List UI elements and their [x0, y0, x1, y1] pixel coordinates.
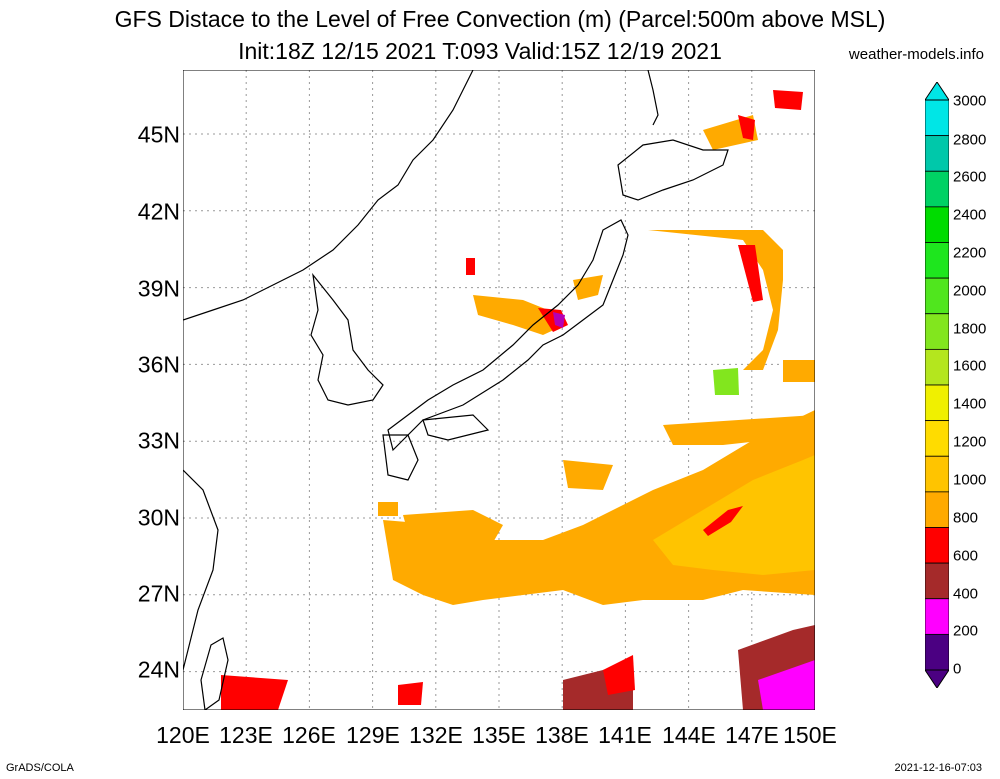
colorbar-swatch — [925, 313, 949, 350]
colorbar-label: 2200 — [953, 244, 987, 262]
coast-korea-peninsula — [310, 272, 384, 406]
footer-right: 2021-12-16-07:03 — [894, 762, 982, 774]
colorbar-swatch — [925, 135, 949, 172]
coast-korea-china — [183, 70, 474, 321]
field-green-patch — [713, 368, 739, 395]
x-tick-label: 120E — [156, 722, 210, 748]
colorbar-label: 3000 — [953, 92, 987, 110]
field-red-streak — [703, 506, 743, 536]
colorbar-swatch — [925, 598, 949, 635]
y-tick-label: 30N — [137, 504, 180, 531]
field-north-bits — [466, 258, 475, 275]
colorbar-label: 2000 — [953, 282, 987, 300]
field-japan-sea-magenta — [553, 312, 565, 328]
title-line2: Init:18Z 12/15 2021 T:093 Valid:15Z 12/1… — [238, 38, 722, 64]
x-tick-label: 126E — [282, 722, 336, 748]
x-tick-label: 144E — [662, 722, 716, 748]
field-japan-sea — [473, 295, 558, 335]
colorbar-swatch — [925, 99, 949, 137]
x-tick-label: 138E — [535, 722, 589, 748]
field-scatter-2 — [663, 415, 815, 445]
y-tick-label: 33N — [137, 427, 180, 454]
colorbar-swatch — [925, 491, 949, 528]
x-tick-label: 132E — [409, 722, 463, 748]
colorbar-swatch — [925, 633, 949, 671]
colorbar-swatch — [925, 562, 949, 600]
x-tick-label: 141E — [598, 722, 652, 748]
colorbar-top-arrow — [925, 82, 949, 101]
gridlines — [183, 70, 815, 710]
title-line1: GFS Distace to the Level of Free Convect… — [114, 6, 886, 32]
shaded-field — [221, 90, 815, 710]
field-s-red-bits — [398, 682, 423, 705]
colorbar-label: 400 — [953, 585, 979, 603]
y-tick-label: 24N — [137, 656, 180, 683]
colorbar-label: 2800 — [953, 131, 987, 149]
colorbar-swatch — [925, 420, 949, 457]
colorbar-swatch — [925, 206, 949, 243]
coast-honshu — [387, 219, 629, 452]
field-west-bit — [378, 502, 398, 516]
coast-shikoku — [422, 414, 490, 441]
y-tick-label: 36N — [137, 351, 180, 378]
coast-hokkaido — [617, 139, 729, 201]
y-tick-label: 45N — [137, 121, 180, 148]
colorbar-label: 1600 — [953, 357, 987, 375]
colorbar-swatch — [925, 170, 949, 208]
coast-kyushu — [382, 434, 419, 481]
coast-sakhalin — [647, 70, 659, 126]
colorbar-swatch — [925, 455, 949, 493]
colorbar-bottom-arrow — [925, 669, 949, 688]
x-tick-label: 123E — [219, 722, 273, 748]
x-tick-label: 147E — [725, 722, 779, 748]
colorbar-swatch — [925, 277, 949, 315]
field-south-red-1 — [603, 655, 635, 695]
source-label: weather-models.info — [848, 46, 984, 63]
colorbar-label: 2400 — [953, 206, 987, 224]
colorbar-label: 600 — [953, 547, 979, 565]
field-sw-red — [221, 675, 288, 710]
colorbar-label: 2600 — [953, 168, 987, 186]
colorbar-label: 1400 — [953, 395, 987, 413]
field-kuril-red — [738, 115, 755, 140]
y-tick-label: 39N — [137, 275, 180, 302]
field-east-edge — [783, 360, 815, 382]
footer-left: GrADS/COLA — [6, 762, 74, 774]
field-south-magenta — [758, 660, 815, 710]
y-tick-label: 27N — [137, 580, 180, 607]
colorbar-label: 1200 — [953, 433, 987, 451]
coast-china-south — [183, 469, 219, 671]
colorbar-label: 800 — [953, 509, 979, 527]
field-west-patch — [403, 510, 503, 570]
y-tick-label: 42N — [137, 198, 180, 225]
field-east-japan-red — [738, 245, 763, 302]
colorbar-label: 1000 — [953, 471, 987, 489]
field-scatter-1 — [563, 460, 613, 490]
colorbar-label: 0 — [953, 660, 962, 678]
colorbar-label: 200 — [953, 622, 979, 640]
colorbar-swatch — [925, 242, 949, 279]
field-ne-corner — [773, 90, 803, 110]
colorbar — [925, 82, 949, 688]
colorbar-swatch — [925, 527, 949, 564]
colorbar-swatch — [925, 348, 949, 386]
colorbar-swatch — [925, 384, 949, 422]
coast-taiwan — [200, 637, 229, 710]
colorbar-label: 1800 — [953, 320, 987, 338]
x-tick-label: 129E — [346, 722, 400, 748]
field-east-japan — [648, 230, 783, 370]
x-tick-label: 135E — [472, 722, 526, 748]
coastlines — [183, 70, 729, 710]
map-plot — [183, 70, 815, 710]
x-tick-label: 150E — [783, 722, 837, 748]
